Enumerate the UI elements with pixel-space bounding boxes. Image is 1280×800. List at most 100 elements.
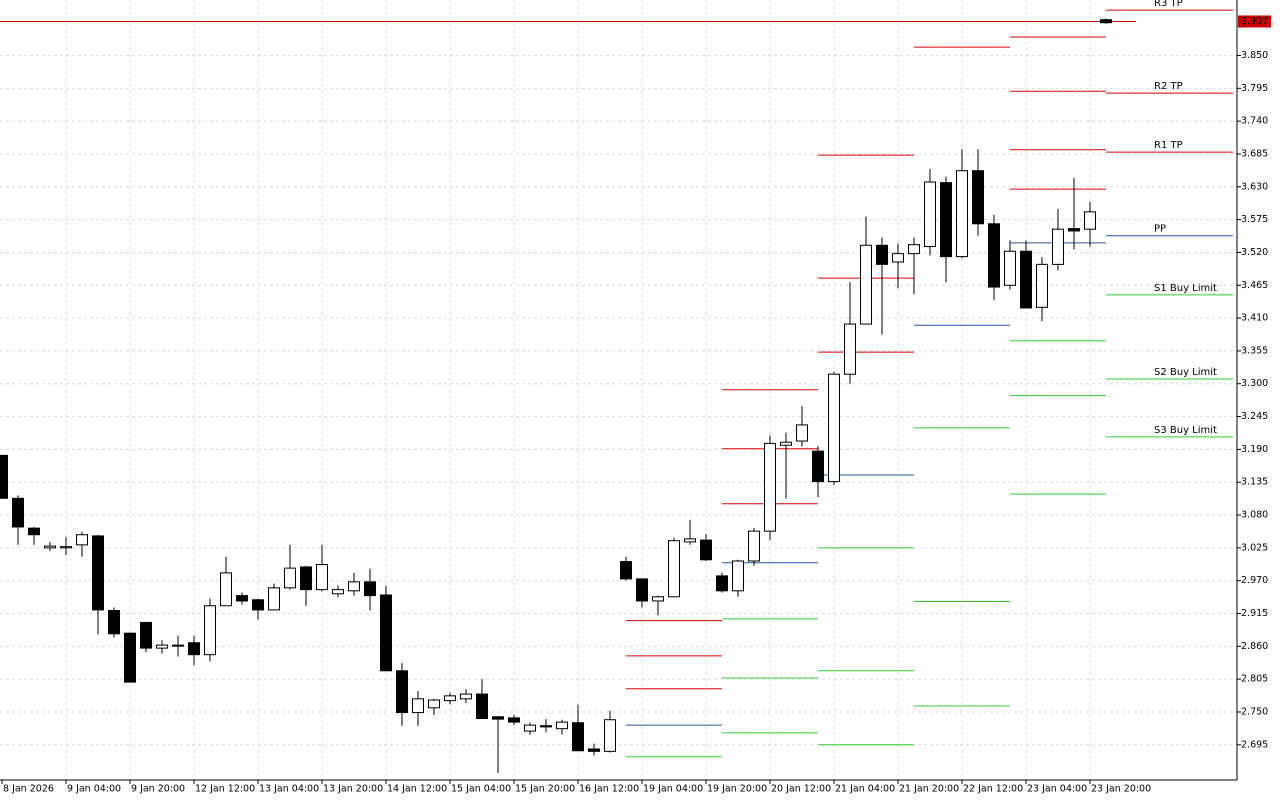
candle-body bbox=[860, 244, 872, 325]
candle-body bbox=[1020, 250, 1032, 309]
candle-body bbox=[300, 566, 312, 591]
candle-body bbox=[140, 621, 152, 649]
candle-body bbox=[1036, 263, 1048, 308]
y-tick-label: 3.300 bbox=[1241, 378, 1268, 389]
x-tick-label: 9 Jan 04:00 bbox=[67, 784, 121, 795]
candle-body bbox=[1068, 228, 1080, 232]
candle-body bbox=[76, 534, 88, 546]
x-tick-label: 13 Jan 04:00 bbox=[259, 784, 319, 795]
candle-body bbox=[908, 244, 920, 255]
y-tick-label: 3.465 bbox=[1241, 280, 1268, 291]
candle-body bbox=[524, 724, 536, 732]
x-tick-label: 15 Jan 04:00 bbox=[451, 784, 511, 795]
y-tick-label: 2.970 bbox=[1241, 575, 1268, 586]
candle-body bbox=[700, 539, 712, 561]
pivot-level-label: R3 TP bbox=[1154, 0, 1183, 9]
candle-body bbox=[108, 610, 120, 635]
candle-body bbox=[268, 587, 280, 611]
candles bbox=[0, 18, 1112, 773]
candle-body bbox=[332, 589, 344, 595]
candle-body bbox=[204, 605, 216, 656]
y-tick-label: 3.740 bbox=[1241, 116, 1268, 127]
y-tick-label: 2.695 bbox=[1241, 739, 1268, 750]
current-price-label: 3.907 bbox=[1241, 16, 1268, 27]
candle-body bbox=[284, 567, 296, 589]
candle-body bbox=[508, 717, 520, 723]
x-tick-label: 23 Jan 20:00 bbox=[1091, 784, 1151, 795]
candle-body bbox=[812, 450, 824, 483]
candle-body bbox=[92, 535, 104, 611]
candle-body bbox=[844, 323, 856, 375]
candle-body bbox=[476, 693, 488, 720]
candle-body bbox=[12, 497, 24, 528]
candle-body bbox=[716, 575, 728, 592]
x-tick-label: 23 Jan 04:00 bbox=[1027, 784, 1087, 795]
x-tick-label: 14 Jan 12:00 bbox=[387, 784, 447, 795]
candle-body bbox=[972, 170, 984, 225]
candle-body bbox=[1052, 228, 1064, 265]
candle-body bbox=[556, 721, 568, 730]
x-tick-label: 19 Jan 20:00 bbox=[707, 784, 767, 795]
y-tick-label: 3.575 bbox=[1241, 214, 1268, 225]
x-tick-label: 22 Jan 12:00 bbox=[963, 784, 1023, 795]
candle-body bbox=[828, 373, 840, 483]
candle-body bbox=[876, 244, 888, 265]
y-tick-label: 2.805 bbox=[1241, 674, 1268, 685]
candle-body bbox=[940, 182, 952, 258]
candle-body bbox=[44, 545, 56, 549]
y-tick-label: 3.190 bbox=[1241, 444, 1268, 455]
y-tick-label: 2.915 bbox=[1241, 608, 1268, 619]
candle-body bbox=[732, 560, 744, 592]
candle-body bbox=[620, 561, 632, 580]
y-tick-label: 3.795 bbox=[1241, 83, 1268, 94]
candle-body bbox=[604, 719, 616, 752]
y-tick-label: 3.080 bbox=[1241, 510, 1268, 521]
candle-body bbox=[428, 699, 440, 709]
candle-body bbox=[684, 538, 696, 543]
y-tick-label: 3.520 bbox=[1241, 247, 1268, 258]
x-tick-label: 12 Jan 12:00 bbox=[195, 784, 255, 795]
candle-body bbox=[188, 642, 200, 656]
candle-body bbox=[0, 454, 8, 499]
pivot-level-label: PP bbox=[1154, 224, 1166, 235]
candle-body bbox=[1100, 19, 1112, 24]
candle-body bbox=[924, 181, 936, 247]
x-tick-label: 13 Jan 20:00 bbox=[323, 784, 383, 795]
candle-body bbox=[156, 644, 168, 649]
candle-body bbox=[796, 424, 808, 442]
x-tick-label: 16 Jan 12:00 bbox=[579, 784, 639, 795]
candle-body bbox=[220, 572, 232, 607]
candle-body bbox=[764, 442, 776, 532]
candle-body bbox=[780, 441, 792, 446]
x-tick-label: 20 Jan 12:00 bbox=[771, 784, 831, 795]
pivot-level-label: R1 TP bbox=[1154, 140, 1183, 151]
candle-body bbox=[348, 581, 360, 592]
candle-body bbox=[1004, 250, 1016, 286]
candle-body bbox=[572, 722, 584, 752]
candle-body bbox=[892, 253, 904, 263]
candle-body bbox=[412, 698, 424, 714]
candle-body bbox=[172, 644, 184, 647]
candle-body bbox=[364, 581, 376, 597]
candle-body bbox=[380, 594, 392, 672]
candle-body bbox=[492, 716, 504, 720]
x-tick-label: 19 Jan 04:00 bbox=[643, 784, 703, 795]
candle-body bbox=[124, 632, 136, 683]
candle-body bbox=[540, 725, 552, 728]
x-tick-label: 21 Jan 20:00 bbox=[899, 784, 959, 795]
candle-body bbox=[28, 527, 40, 536]
pivot-level-label: R2 TP bbox=[1154, 81, 1183, 92]
candle-body bbox=[460, 693, 472, 700]
candle-body bbox=[396, 670, 408, 714]
candle-body bbox=[60, 546, 72, 549]
candle-body bbox=[668, 540, 680, 598]
y-tick-label: 3.355 bbox=[1241, 345, 1268, 356]
y-tick-label: 2.860 bbox=[1241, 641, 1268, 652]
x-tick-label: 8 Jan 2026 bbox=[3, 784, 54, 795]
candle-body bbox=[588, 748, 600, 752]
current-price-box bbox=[1238, 15, 1271, 28]
candle-body bbox=[988, 223, 1000, 288]
